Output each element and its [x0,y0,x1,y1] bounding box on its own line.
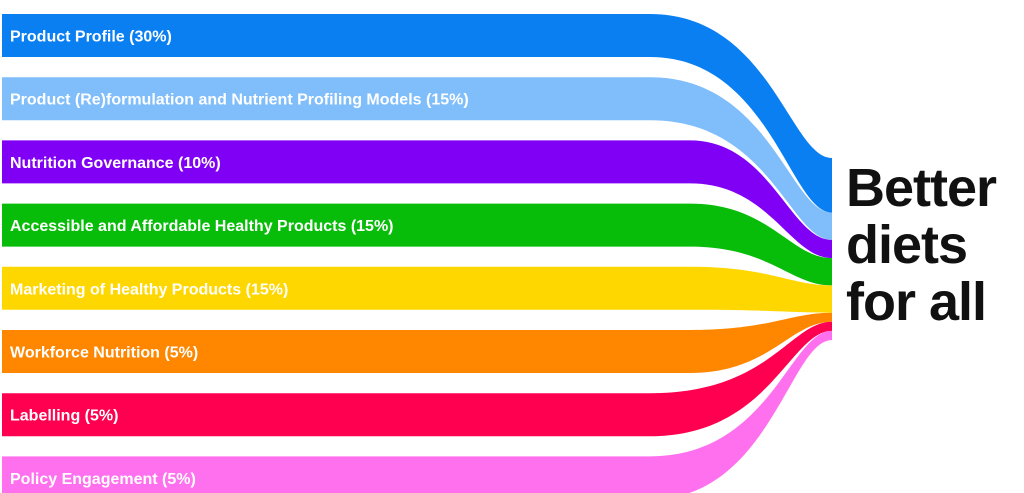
flow-band [2,203,832,286]
flow-label: Policy Engagement (5%) [10,471,196,488]
target-label-line: for all [846,272,987,332]
flow-label: Accessible and Affordable Healthy Produc… [10,218,394,235]
target-label-line: diets [846,215,968,275]
flow-labels: Product Profile (30%) Product (Re)formula… [10,29,469,488]
flow-band [2,321,832,437]
flow-label: Labelling (5%) [10,408,118,425]
flow-band [2,312,832,373]
flow-label: Marketing of Healthy Products (15%) [10,281,288,298]
flow-label: Nutrition Governance (10%) [10,155,221,172]
flow-band [2,330,832,493]
flow-label: Product Profile (30%) [10,29,172,46]
target-label-line: Better [846,158,997,218]
flow-label: Product (Re)formulation and Nutrient Pro… [10,92,469,109]
flow-band [2,140,832,259]
flow-label: Workforce Nutrition (5%) [10,345,198,362]
flow-bands [2,14,832,493]
target-label: Better diets for all [846,160,1024,331]
flow-band [2,14,832,213]
flow-band [2,266,832,313]
flow-band [2,77,832,240]
